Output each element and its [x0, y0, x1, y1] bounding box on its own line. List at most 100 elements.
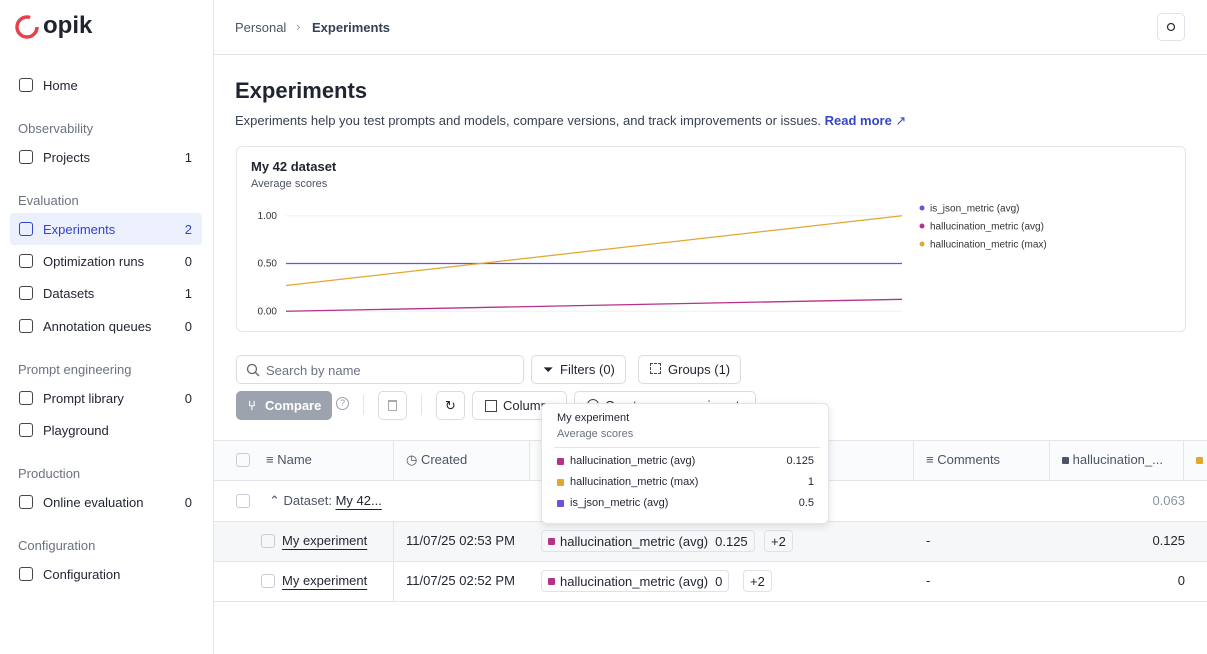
filter-icon: ⏷: [543, 362, 554, 377]
nav-count: 1: [184, 285, 192, 301]
legend-swatch: [919, 241, 925, 247]
column-border: [393, 521, 394, 602]
tooltip-value: 0.125: [786, 455, 814, 467]
column-header[interactable]: ◷ Created: [406, 452, 468, 467]
column-border: [1049, 440, 1050, 481]
nav-item[interactable]: Annotation queues 0: [10, 310, 202, 342]
label: Filters (0): [560, 362, 615, 377]
label: Comments: [937, 452, 1001, 467]
page-title: Experiments: [235, 78, 368, 103]
chart: 0.00 0.50 1.00 is_json_metric (avg) hallucin…: [258, 204, 1047, 318]
y-tick-label: 0.50: [258, 259, 278, 270]
experiment-name[interactable]: My experiment: [282, 533, 368, 548]
row-bg: [214, 521, 1207, 562]
nav-item[interactable]: Experiments 2: [10, 213, 202, 245]
checkbox[interactable]: [236, 494, 250, 508]
nav-item[interactable]: Projects 1: [10, 141, 202, 173]
divider: [554, 447, 820, 448]
tooltip-value: 1: [807, 476, 814, 488]
nav-label: Home: [43, 77, 78, 93]
icon: [19, 222, 33, 236]
icon: [19, 495, 33, 509]
nav-section: Production: [18, 466, 81, 481]
search-placeholder: Search by name: [266, 363, 361, 378]
compare-button[interactable]: ⑂ Compare: [236, 391, 333, 420]
tag-value: 0: [715, 573, 723, 589]
separator: ›: [296, 19, 301, 34]
nav-item[interactable]: Home: [10, 69, 202, 101]
search-icon: [246, 363, 260, 377]
column-header[interactable]: hallucination_...: [1062, 452, 1163, 467]
nav-count: 0: [184, 253, 192, 269]
nav-label: Prompt library: [43, 390, 124, 406]
icon: [19, 423, 33, 437]
nav-count: 0: [184, 494, 192, 510]
column-border: [913, 440, 914, 481]
trash-icon: [388, 400, 397, 411]
columns-icon: [485, 400, 497, 412]
sun-icon: [1166, 22, 1176, 32]
nav-item[interactable]: Prompt library 0: [10, 382, 202, 414]
checkbox[interactable]: [261, 534, 275, 548]
search-input[interactable]: Search by name: [236, 355, 524, 384]
more-tag[interactable]: +2: [764, 530, 793, 552]
icon: [19, 78, 33, 92]
column-border: [393, 440, 394, 481]
refresh-button[interactable]: ↻: [436, 391, 465, 420]
nav-label: Experiments: [43, 221, 116, 237]
nav-label: Annotation queues: [43, 318, 152, 334]
legend-label: hallucination_metric (max): [930, 240, 1047, 251]
nav-item[interactable]: Online evaluation 0: [10, 486, 202, 518]
chart-subtitle: Average scores: [251, 178, 328, 190]
more-tag[interactable]: +2: [743, 570, 772, 592]
theme-toggle[interactable]: [1157, 13, 1185, 41]
column-header[interactable]: ≡ Comments: [926, 452, 1001, 467]
color-square: [548, 537, 555, 545]
nav-item[interactable]: Optimization runs 0: [10, 245, 202, 277]
color-square: [1196, 457, 1203, 464]
nav-item[interactable]: Configuration: [10, 558, 202, 590]
column-header[interactable]: ≡ Name: [266, 452, 312, 467]
divider: [363, 395, 364, 415]
column-border: [529, 440, 530, 481]
divider: [421, 395, 422, 415]
tooltip-value: 0.5: [798, 497, 814, 509]
filters-button[interactable]: ⏷ Filters (0): [531, 355, 626, 384]
tooltip: My experiment Average scores hallucinati…: [541, 403, 829, 524]
group-score: 0.063: [1152, 493, 1185, 508]
legend-label: is_json_metric (avg): [930, 204, 1019, 215]
nav-count: 2: [184, 221, 192, 237]
nav-label: Configuration: [43, 566, 121, 582]
nav-item[interactable]: Playground: [10, 414, 202, 446]
label: Created: [420, 452, 468, 467]
tag-value: 0.125: [715, 533, 748, 549]
checkbox[interactable]: [236, 453, 250, 467]
tooltip-title: My experiment: [557, 412, 630, 424]
checkbox[interactable]: [261, 574, 275, 588]
nav-label: Datasets: [43, 285, 95, 301]
read-more-link[interactable]: Read more: [824, 113, 892, 128]
description: Experiments help you test prompts and mo…: [235, 113, 821, 128]
group-name[interactable]: My 42...: [335, 493, 382, 508]
help-icon[interactable]: ?: [336, 397, 349, 410]
nav-item[interactable]: Datasets 1: [10, 277, 202, 309]
experiment-name[interactable]: My experiment: [282, 573, 368, 588]
nav-count: 0: [184, 390, 192, 406]
tooltip-label: hallucination_metric (max): [570, 476, 699, 488]
legend-label: hallucination_metric (avg): [930, 222, 1044, 233]
nav-section: Prompt engineering: [18, 362, 132, 377]
score: 0.125: [1152, 533, 1185, 548]
group-icon: [650, 363, 661, 374]
logo: opik: [43, 12, 93, 39]
group-label[interactable]: ⌃ Dataset: My 42...: [269, 493, 382, 508]
delete-button[interactable]: [378, 391, 407, 420]
breadcrumb[interactable]: Personal: [235, 20, 287, 35]
icon: [19, 391, 33, 405]
nav-count: 1: [184, 149, 192, 165]
comments: -: [926, 533, 931, 548]
groups-button[interactable]: Groups (1): [638, 355, 742, 384]
y-tick-label: 1.00: [258, 211, 278, 222]
logo-icon: [15, 15, 39, 39]
chart-title: My 42 dataset: [251, 159, 337, 174]
